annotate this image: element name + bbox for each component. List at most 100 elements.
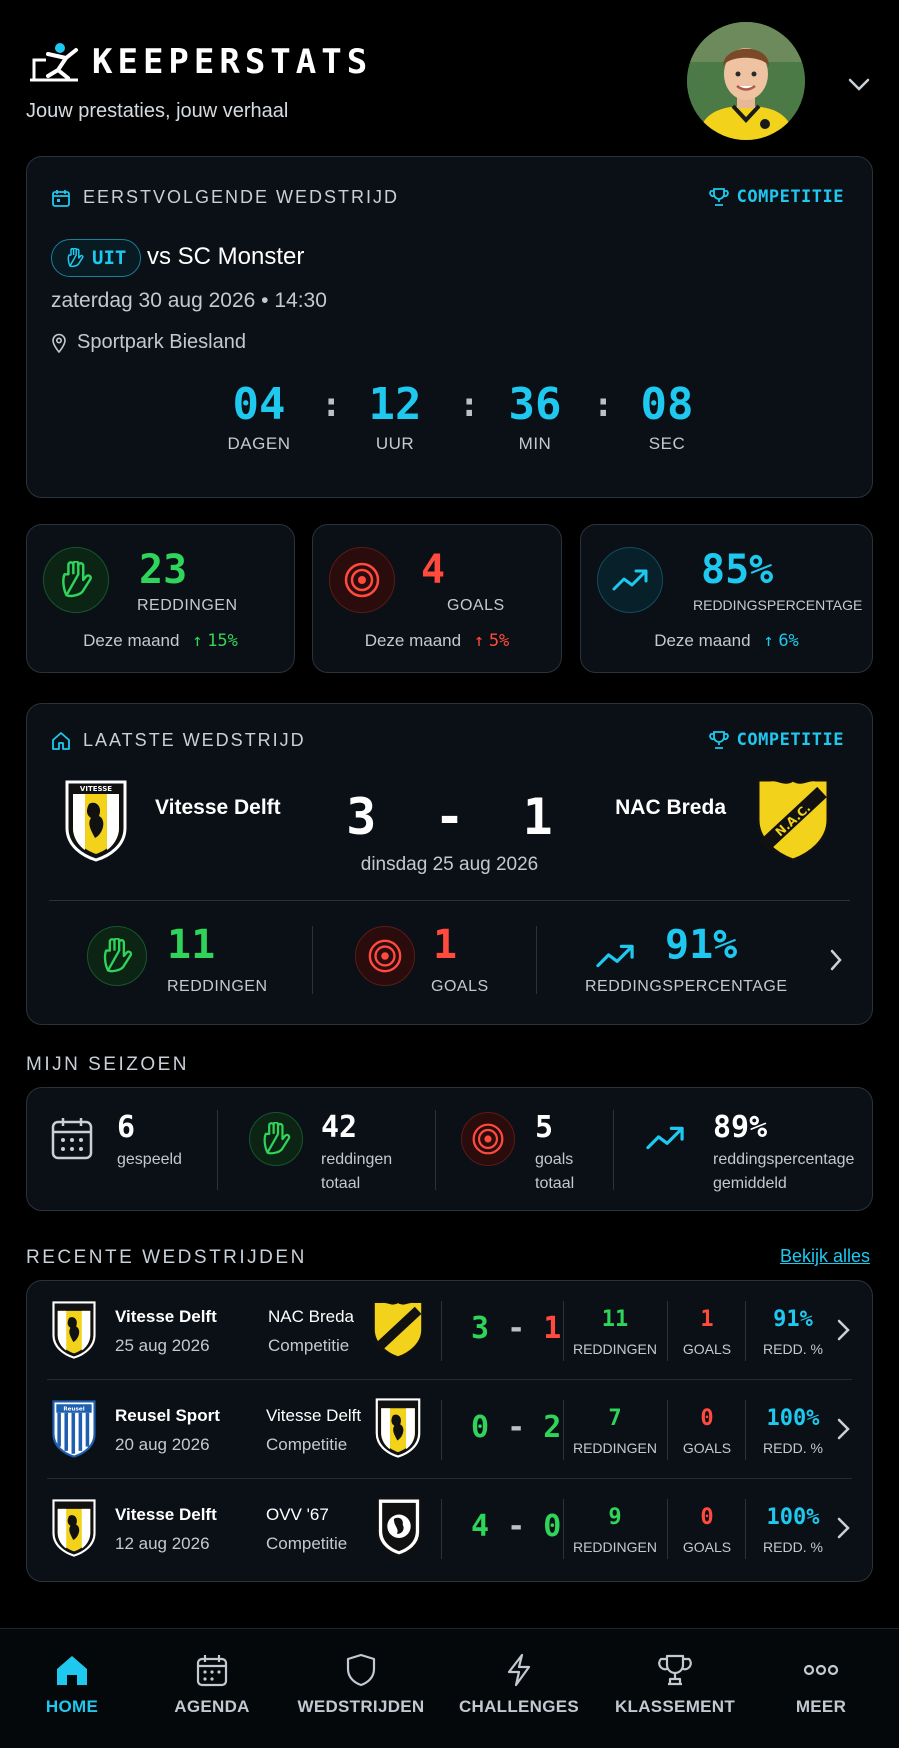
avatar[interactable] <box>687 22 805 140</box>
arrow-up-icon: ↑ <box>763 631 774 651</box>
home-icon <box>57 1656 87 1685</box>
divider <box>47 1379 852 1380</box>
shield-icon <box>346 1653 376 1687</box>
divider <box>435 1110 436 1190</box>
chevron-right-icon[interactable] <box>834 1416 854 1442</box>
trend-up-icon <box>646 1126 684 1150</box>
chevron-right-icon[interactable] <box>828 947 844 973</box>
divider <box>563 1499 564 1559</box>
divider <box>312 926 313 994</box>
glove-icon <box>67 248 84 268</box>
match-location: Sportpark Biesland <box>51 331 246 354</box>
nav-label: HOME <box>45 1697 99 1716</box>
score-separator: - <box>507 1410 526 1445</box>
divider <box>745 1301 746 1361</box>
season-saves-value: 42 <box>321 1110 358 1145</box>
season-card[interactable]: 6 gespeeld 42 reddingen totaal 5 goals t… <box>26 1087 873 1211</box>
season-label-line: gespeeld <box>117 1151 182 1168</box>
last-goals-label: GOALS <box>431 978 489 995</box>
nav-home[interactable]: HOME <box>2 1653 142 1717</box>
saves-label: REDDINGEN <box>572 1440 657 1456</box>
divider <box>745 1499 746 1559</box>
view-all-link[interactable]: Bekijk alles <box>779 1246 870 1266</box>
glove-icon <box>43 547 109 613</box>
score-away: 1 <box>543 1311 562 1346</box>
month-pct-value: 85% <box>701 547 774 593</box>
target-icon <box>355 926 415 986</box>
nav-label: CHALLENGES <box>458 1697 580 1716</box>
last-match-date: dinsdag 25 aug 2026 <box>360 854 539 875</box>
nav-wedstrijden[interactable]: WEDSTRIJDEN <box>291 1653 431 1717</box>
season-label-line: totaal <box>535 1175 575 1192</box>
match-row[interactable]: Reusel Reusel Sport 20 aug 2026 Vitesse … <box>27 1380 872 1479</box>
home-team-name: Vitesse Delft <box>115 1307 217 1326</box>
countdown-label: SEC <box>648 434 686 453</box>
trophy-icon <box>658 1654 692 1686</box>
match-row[interactable]: Vitesse Delft 12 aug 2026 OVV '67 Compet… <box>27 1479 872 1578</box>
divider <box>563 1400 564 1460</box>
vitesse-crest-icon <box>52 1499 96 1557</box>
next-match-card[interactable]: EERSTVOLGENDE WEDSTRIJD COMPETITIE UIT v… <box>26 156 873 498</box>
divider <box>613 1110 614 1190</box>
next-match-label: EERSTVOLGENDE WEDSTRIJD <box>83 187 400 207</box>
avatar-photo <box>687 22 805 140</box>
match-score: 3 - 1 <box>471 1311 561 1346</box>
score-away: 2 <box>543 1410 562 1445</box>
pct-value: 91% <box>773 1307 813 1332</box>
month-saves-value: 23 <box>139 547 188 593</box>
saves-label: REDDINGEN <box>572 1341 657 1357</box>
season-label-line: reddingspercentage <box>713 1151 855 1168</box>
last-goals-value: 1 <box>433 922 458 968</box>
month-saves-card[interactable]: 23 REDDINGEN Deze maand ↑ 15% <box>26 524 295 673</box>
away-team-name: OVV '67 <box>266 1505 329 1524</box>
nav-klassement[interactable]: KLASSEMENT <box>605 1653 745 1717</box>
season-pct-label: reddingspercentage gemiddeld <box>713 1148 854 1196</box>
trophy-icon <box>708 731 729 749</box>
countdown-label: UUR <box>375 434 415 453</box>
competition-tag: COMPETITIE <box>708 730 844 750</box>
nav-challenges[interactable]: CHALLENGES <box>449 1653 589 1717</box>
last-pct-label: REDDINGSPERCENTAGE <box>585 978 788 995</box>
season-played-label: gespeeld <box>117 1148 182 1172</box>
last-match-label: LAATSTE WEDSTRIJD <box>83 730 306 750</box>
chevron-right-icon[interactable] <box>834 1317 854 1343</box>
nav-meer[interactable]: MEER <box>751 1653 891 1717</box>
season-saves-label: reddingen totaal <box>321 1148 392 1196</box>
match-score: 4 - 0 <box>471 1509 561 1544</box>
countdown-value: 04 <box>232 379 286 430</box>
last-match-card[interactable]: LAATSTE WEDSTRIJD COMPETITIE VITESSE Vit… <box>26 703 873 1025</box>
match-date: 12 aug 2026 <box>115 1534 210 1553</box>
opponent-name: vs SC Monster <box>147 243 305 270</box>
delta-value: 5% <box>488 631 510 651</box>
season-goals-value: 5 <box>535 1110 554 1145</box>
month-pct-label: REDDINGSPERCENTAGE <box>693 597 863 613</box>
month-saves-footer: Deze maand ↑ 15% <box>27 631 294 651</box>
match-row[interactable]: Vitesse Delft 25 aug 2026 NAC Breda Comp… <box>27 1281 872 1380</box>
countdown-seconds: 08 SEC <box>617 379 717 454</box>
divider <box>217 1110 218 1190</box>
target-icon <box>329 547 395 613</box>
month-goals-label: GOALS <box>447 597 505 614</box>
match-date: 20 aug 2026 <box>115 1435 210 1454</box>
match-datetime: zaterdag 30 aug 2026 • 14:30 <box>51 289 327 312</box>
saves-label: REDDINGEN <box>572 1539 657 1555</box>
month-pct-card[interactable]: 85% REDDINGSPERCENTAGE Deze maand ↑ 6% <box>580 524 873 673</box>
chevron-right-icon[interactable] <box>834 1515 854 1541</box>
month-goals-footer: Deze maand ↑ 5% <box>313 631 561 651</box>
last-saves-value: 11 <box>167 922 216 968</box>
month-goals-card[interactable]: 4 GOALS Deze maand ↑ 5% <box>312 524 562 673</box>
score-separator: - <box>434 788 465 846</box>
app-title: KEEPERSTATS <box>92 42 373 82</box>
away-team-name: Vitesse Delft <box>266 1406 362 1425</box>
chevron-down-icon[interactable] <box>845 70 873 98</box>
svg-text:Reusel: Reusel <box>63 1407 84 1413</box>
app-logo[interactable]: KEEPERSTATS <box>26 40 372 84</box>
period-label: Deze maand <box>654 631 751 650</box>
goals-value: 1 <box>700 1307 714 1332</box>
countdown-separator: : <box>459 385 480 425</box>
nav-label: MEER <box>795 1697 847 1716</box>
competition-tag: COMPETITIE <box>708 187 844 207</box>
app-header: KEEPERSTATS Jouw prestaties, jouw verhaa… <box>26 22 873 142</box>
nav-agenda[interactable]: AGENDA <box>142 1653 282 1717</box>
score-separator: - <box>507 1311 526 1346</box>
